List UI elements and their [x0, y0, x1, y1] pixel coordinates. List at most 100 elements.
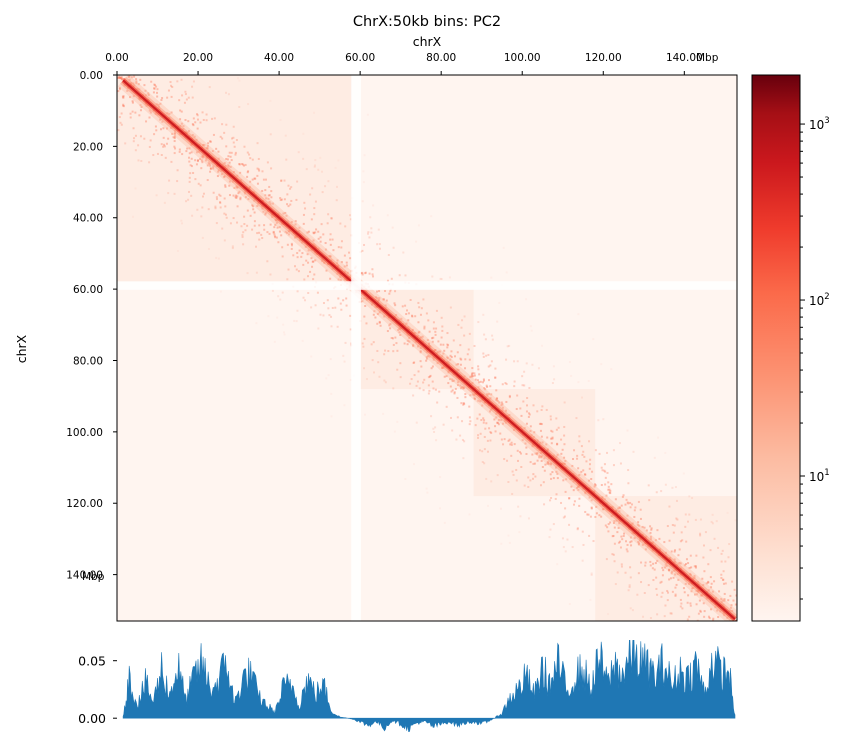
- colorbar-tick-label: 102: [809, 292, 830, 308]
- contact-speck: [162, 145, 165, 148]
- contact-speck: [562, 479, 565, 482]
- contact-speck: [375, 290, 378, 293]
- contact-speck: [580, 470, 583, 473]
- contact-speck: [441, 355, 444, 358]
- contact-speck: [374, 305, 377, 308]
- contact-speck: [540, 435, 543, 438]
- contact-speck: [343, 265, 346, 268]
- contact-speck: [243, 215, 246, 218]
- contact-speck: [544, 463, 547, 466]
- contact-speck: [467, 348, 470, 351]
- contact-speck: [346, 271, 349, 274]
- contact-speck: [446, 356, 449, 359]
- contact-speck: [227, 165, 230, 168]
- contact-speck: [149, 111, 152, 114]
- contact-speck: [226, 158, 229, 161]
- contact-speck: [313, 207, 316, 210]
- contact-speck: [190, 157, 193, 160]
- contact-speck: [249, 214, 252, 217]
- contact-speck: [529, 479, 532, 482]
- contact-speck: [396, 368, 399, 371]
- contact-speck: [246, 224, 249, 227]
- contact-speck: [331, 238, 334, 241]
- contact-speck: [312, 278, 315, 281]
- contact-speck: [304, 299, 307, 302]
- contact-speck: [720, 560, 723, 563]
- contact-speck: [215, 147, 218, 150]
- contact-speck: [556, 442, 559, 445]
- contact-speck: [348, 214, 351, 217]
- contact-speck: [518, 451, 521, 454]
- contact-speck: [547, 462, 550, 465]
- contact-speck: [262, 178, 265, 181]
- contact-speck: [704, 531, 707, 534]
- contact-speck: [489, 431, 492, 434]
- contact-speck: [306, 253, 309, 256]
- contact-speck: [664, 451, 667, 454]
- contact-speck: [399, 362, 402, 365]
- contact-speck: [170, 160, 173, 163]
- contact-speck: [289, 203, 292, 206]
- contact-speck: [668, 505, 671, 508]
- contact-speck: [476, 417, 479, 420]
- contact-speck: [442, 343, 445, 346]
- contact-speck: [369, 216, 372, 219]
- contact-speck: [224, 213, 227, 216]
- contact-speck: [626, 543, 629, 546]
- contact-speck: [672, 531, 675, 534]
- contact-speck: [426, 339, 429, 342]
- contact-speck: [471, 367, 474, 370]
- contact-speck: [577, 381, 580, 384]
- contact-speck: [255, 322, 258, 325]
- contact-speck: [401, 305, 404, 308]
- contact-speck: [325, 269, 328, 272]
- contact-speck: [442, 366, 445, 369]
- diagonal-band: [122, 79, 736, 621]
- contact-speck: [525, 362, 528, 365]
- contact-speck: [731, 580, 734, 583]
- contact-speck: [317, 237, 320, 240]
- contact-speck: [251, 204, 254, 207]
- contact-speck: [367, 231, 370, 234]
- contact-speck: [118, 75, 121, 78]
- contact-speck: [190, 165, 193, 168]
- contact-speck: [675, 583, 678, 586]
- contact-speck: [485, 384, 488, 387]
- contact-speck: [414, 332, 417, 335]
- contact-speck: [583, 473, 586, 476]
- contact-speck: [415, 240, 418, 243]
- contact-speck: [605, 451, 608, 454]
- contact-speck: [174, 135, 177, 138]
- contact-speck: [148, 145, 151, 148]
- contact-speck: [471, 373, 474, 376]
- contact-speck: [584, 491, 587, 494]
- contact-speck: [649, 535, 652, 538]
- contact-speck: [232, 125, 235, 128]
- contact-speck: [708, 617, 711, 620]
- contact-speck: [200, 167, 203, 170]
- contact-speck: [538, 422, 541, 425]
- contact-speck: [418, 387, 421, 390]
- contact-speck: [173, 145, 176, 148]
- contact-speck: [322, 302, 325, 305]
- contact-speck: [378, 247, 381, 250]
- contact-speck: [480, 419, 483, 422]
- contact-speck: [671, 524, 674, 527]
- contact-speck: [337, 297, 340, 300]
- contact-speck: [494, 367, 497, 370]
- contact-speck: [171, 86, 174, 89]
- contact-speck: [543, 503, 546, 506]
- contact-speck: [139, 104, 142, 107]
- contact-speck: [306, 275, 309, 278]
- contact-speck: [282, 212, 285, 215]
- contact-speck: [377, 228, 380, 231]
- contact-speck: [718, 590, 721, 593]
- contact-speck: [468, 332, 471, 335]
- contact-speck: [513, 385, 516, 388]
- contact-speck: [224, 205, 227, 208]
- colorbar-tick-exponent: 1: [824, 468, 829, 478]
- contact-speck: [656, 593, 659, 596]
- contact-speck: [613, 560, 616, 563]
- contact-speck: [550, 477, 553, 480]
- contact-speck: [378, 243, 381, 246]
